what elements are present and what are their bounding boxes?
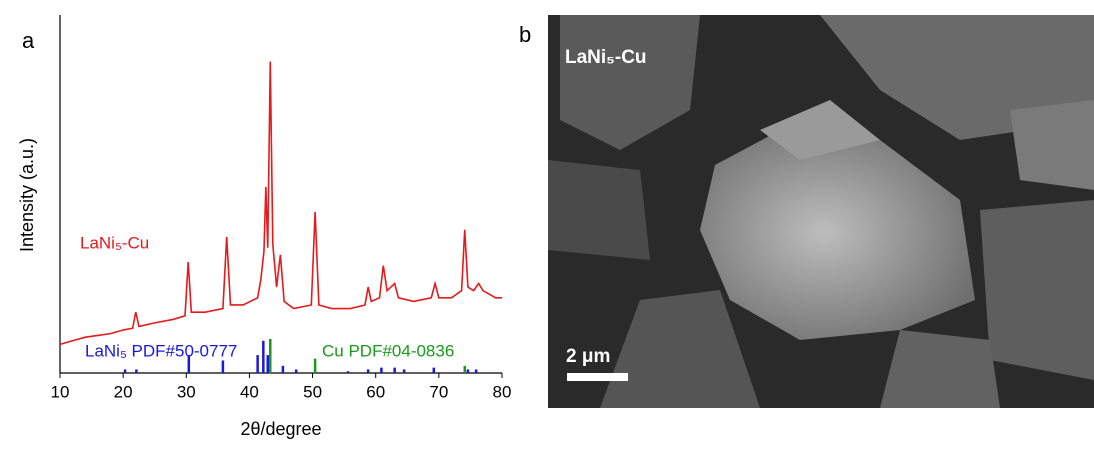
- xrd-line: [59, 61, 502, 346]
- scale-bar: [567, 373, 628, 381]
- plot: 10 20 30 40 50 60 70 80 LaNi₅-Cu LaNi₅ PDF#50-077…: [51, 61, 512, 401]
- x-tick-label: 20: [114, 382, 133, 401]
- x-tick-label: 80: [493, 382, 512, 401]
- image-label: LaNi₅-Cu: [565, 47, 647, 68]
- series-label: LaNi₅ PDF#50-0777: [85, 341, 237, 360]
- sem-image: [548, 15, 1094, 408]
- x-tick-label: 50: [303, 382, 322, 401]
- series-label: LaNi₅-Cu: [80, 233, 149, 252]
- x-tick-label: 60: [366, 382, 385, 401]
- series-label: Cu PDF#04-0836: [322, 341, 454, 360]
- y-axis-label: Intensity (a.u.): [17, 138, 37, 252]
- x-tick-label: 30: [177, 382, 196, 401]
- x-tick-label: 40: [240, 382, 259, 401]
- panel-label: a: [22, 28, 35, 53]
- scale-bar-label: 2 μm: [566, 346, 610, 367]
- x-tick-label: 70: [429, 382, 448, 401]
- x-tick-label: 10: [51, 382, 70, 401]
- x-axis-label: 2θ/degree: [240, 419, 321, 439]
- panel-label: b: [519, 22, 531, 47]
